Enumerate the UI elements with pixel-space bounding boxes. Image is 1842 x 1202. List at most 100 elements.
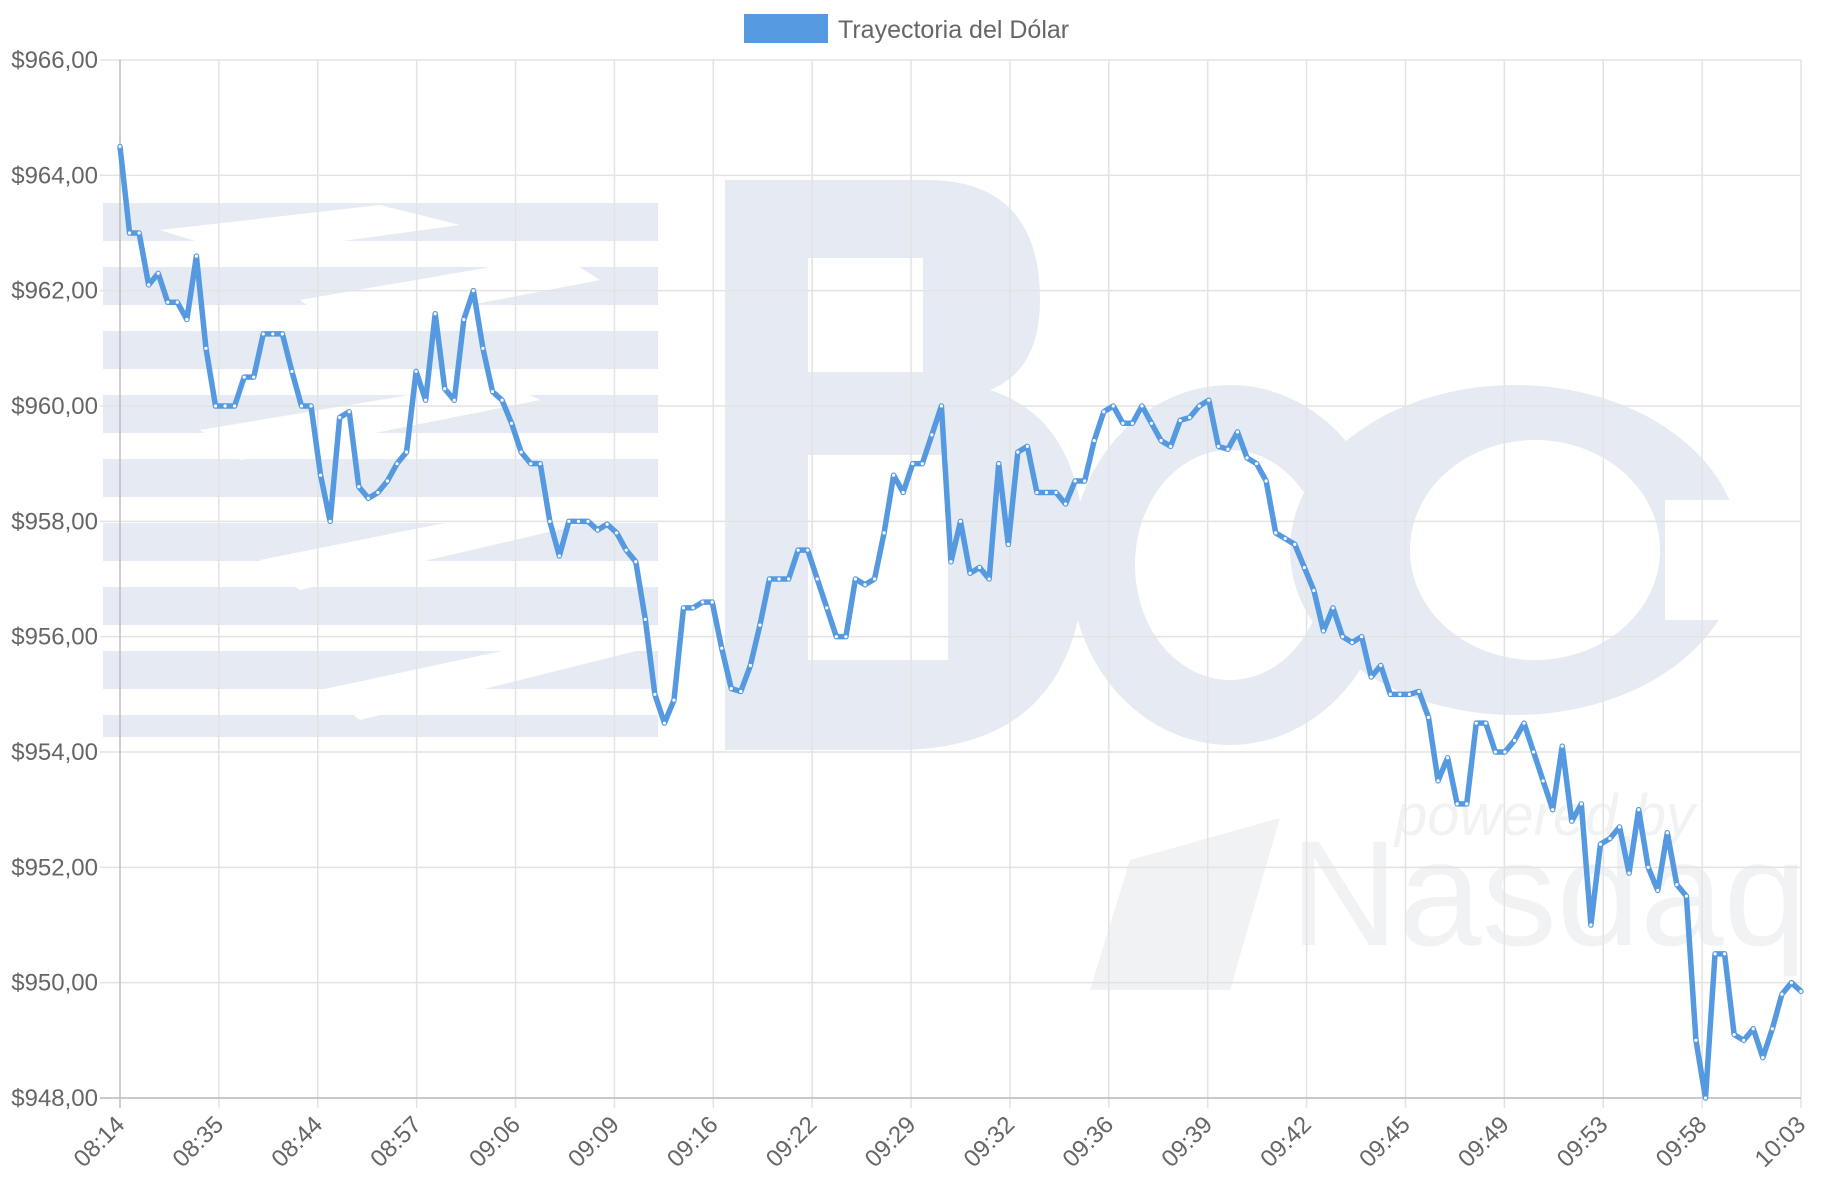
data-point[interactable] (968, 571, 972, 575)
data-point[interactable] (1589, 923, 1593, 927)
data-point[interactable] (510, 421, 514, 425)
data-point[interactable] (529, 462, 533, 466)
data-point[interactable] (586, 519, 590, 523)
data-point[interactable] (1493, 750, 1497, 754)
data-point[interactable] (901, 490, 905, 495)
data-point[interactable] (1188, 415, 1192, 420)
data-point[interactable] (127, 231, 132, 235)
data-point[interactable] (1274, 531, 1278, 535)
data-point[interactable] (1551, 808, 1555, 812)
data-point[interactable] (1684, 894, 1688, 898)
data-point[interactable] (548, 519, 552, 523)
data-point[interactable] (1388, 692, 1392, 696)
data-point[interactable] (1646, 865, 1650, 869)
data-point[interactable] (987, 577, 991, 581)
data-point[interactable] (280, 332, 284, 336)
data-point[interactable] (1407, 692, 1411, 696)
data-point[interactable] (892, 473, 896, 477)
data-point[interactable] (1541, 779, 1545, 783)
data-point[interactable] (1235, 430, 1240, 434)
data-point[interactable] (1331, 606, 1335, 610)
data-point[interactable] (1006, 542, 1010, 547)
data-point[interactable] (1522, 721, 1526, 725)
data-point[interactable] (395, 462, 399, 466)
data-point[interactable] (576, 519, 581, 523)
data-point[interactable] (1130, 421, 1135, 425)
data-point[interactable] (1665, 831, 1669, 835)
data-point[interactable] (290, 369, 294, 373)
data-point[interactable] (882, 531, 886, 535)
data-point[interactable] (997, 462, 1001, 466)
data-point[interactable] (1207, 398, 1211, 402)
data-point[interactable] (1446, 756, 1450, 760)
data-point[interactable] (223, 404, 227, 408)
data-point[interactable] (557, 554, 561, 558)
data-point[interactable] (347, 410, 351, 414)
data-point[interactable] (490, 389, 495, 394)
data-point[interactable] (481, 346, 485, 350)
data-point[interactable] (834, 635, 838, 639)
data-point[interactable] (1264, 479, 1268, 483)
data-point[interactable] (1426, 715, 1431, 720)
data-point[interactable] (939, 404, 944, 408)
data-point[interactable] (1063, 502, 1068, 506)
data-point[interactable] (1178, 418, 1182, 423)
data-point[interactable] (739, 689, 743, 694)
data-point[interactable] (1732, 1032, 1736, 1037)
data-point[interactable] (233, 404, 237, 408)
data-point[interactable] (299, 404, 304, 408)
data-point[interactable] (385, 479, 390, 483)
data-point[interactable] (567, 519, 571, 523)
data-point[interactable] (1627, 871, 1631, 875)
data-point[interactable] (1312, 588, 1316, 593)
data-point[interactable] (844, 635, 848, 639)
data-point[interactable] (1379, 663, 1383, 668)
data-point[interactable] (1245, 456, 1249, 460)
data-point[interactable] (662, 721, 667, 725)
data-point[interactable] (366, 496, 370, 500)
data-point[interactable] (911, 462, 915, 466)
data-point[interactable] (1417, 689, 1421, 694)
data-point[interactable] (605, 522, 609, 526)
data-point[interactable] (1570, 819, 1574, 823)
data-point[interactable] (1111, 404, 1115, 408)
data-point[interactable] (920, 462, 924, 466)
data-point[interactable] (204, 346, 208, 350)
data-point[interactable] (404, 450, 409, 454)
data-point[interactable] (194, 254, 199, 258)
data-point[interactable] (720, 646, 724, 650)
data-point[interactable] (500, 398, 504, 402)
data-point[interactable] (595, 528, 600, 532)
data-point[interactable] (634, 560, 638, 564)
data-point[interactable] (1637, 808, 1641, 812)
data-point[interactable] (1465, 802, 1469, 806)
data-point[interactable] (767, 577, 772, 581)
data-point[interactable] (643, 617, 647, 621)
data-point[interactable] (1560, 744, 1564, 748)
data-point[interactable] (624, 548, 628, 552)
data-point[interactable] (338, 415, 342, 420)
data-point[interactable] (1579, 802, 1583, 806)
data-point[interactable] (1742, 1038, 1746, 1042)
data-point[interactable] (1073, 479, 1077, 483)
data-point[interactable] (261, 332, 265, 336)
data-point[interactable] (1092, 439, 1096, 443)
data-point[interactable] (185, 317, 189, 322)
data-point[interactable] (357, 485, 361, 489)
data-point[interactable] (1799, 989, 1803, 993)
data-point[interactable] (701, 600, 705, 604)
data-point[interactable] (328, 519, 332, 523)
data-point[interactable] (147, 283, 151, 287)
data-point[interactable] (242, 375, 246, 379)
data-point[interactable] (1169, 444, 1173, 448)
data-point[interactable] (433, 312, 437, 316)
data-point[interactable] (681, 606, 686, 610)
data-point[interactable] (1369, 675, 1373, 679)
data-point[interactable] (1503, 750, 1507, 754)
data-point[interactable] (1531, 750, 1536, 754)
data-point[interactable] (978, 565, 982, 570)
data-point[interactable] (1512, 738, 1517, 743)
data-point[interactable] (462, 317, 466, 322)
data-point[interactable] (748, 663, 752, 668)
data-point[interactable] (452, 398, 456, 402)
